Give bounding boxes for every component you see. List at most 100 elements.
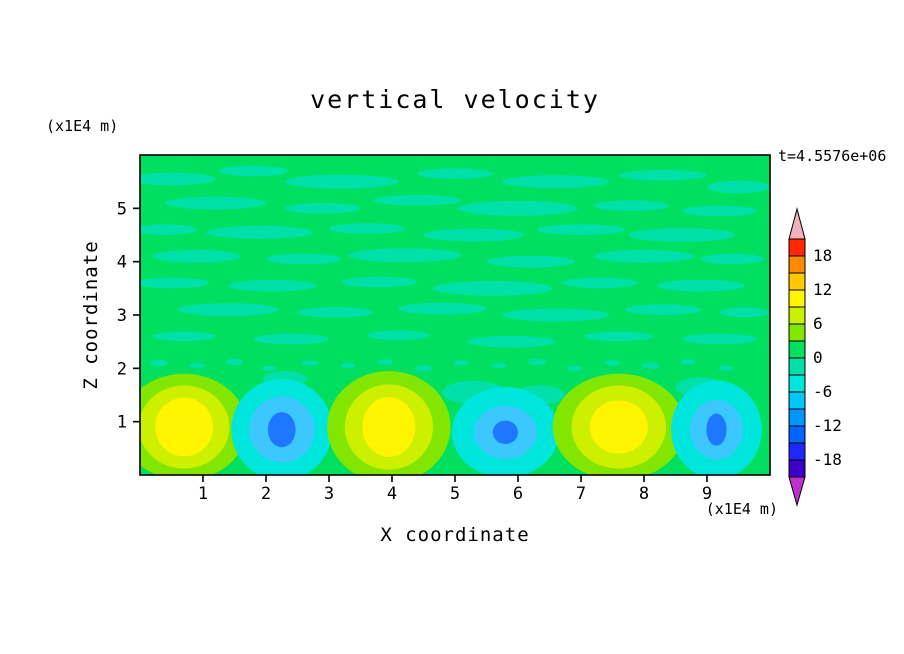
x-tick-label: 7 <box>576 484 586 504</box>
noise-blob <box>625 304 701 315</box>
noise-blob <box>165 196 266 210</box>
noise-blob <box>467 335 556 348</box>
noise-blob <box>297 307 374 318</box>
y-tick-label: 2 <box>117 359 127 379</box>
x-tick-label: 1 <box>198 484 208 504</box>
noise-blob <box>228 279 317 292</box>
colorbar-label: 0 <box>813 348 823 367</box>
noise-blob <box>628 228 736 242</box>
x-tick-label: 6 <box>513 484 523 504</box>
noise-blob <box>536 224 626 236</box>
noise-blob <box>528 358 546 366</box>
colorbar-segment <box>788 425 806 444</box>
colorbar-segment <box>788 289 806 308</box>
noise-blob <box>414 365 433 372</box>
contour-field <box>140 155 770 475</box>
noise-blob <box>641 362 660 369</box>
colorbar: 18 12 6 0 -6 -12 -18 <box>788 207 842 507</box>
colorbar-arrow-bottom <box>788 476 806 507</box>
noise-blob <box>593 200 670 212</box>
noise-blob <box>301 360 319 366</box>
noise-blob <box>140 277 210 289</box>
noise-blob <box>366 330 430 341</box>
noise-blob <box>329 223 405 234</box>
updraft-3-ring <box>589 400 648 454</box>
x-tick-label: 8 <box>639 484 649 504</box>
y-axis-unit: (x1E4 m) <box>46 117 118 135</box>
x-tick-label: 4 <box>387 484 397 504</box>
downdraft-2-ring <box>492 420 518 445</box>
colorbar-segment <box>788 408 806 427</box>
noise-blob <box>453 360 469 366</box>
noise-blob <box>604 360 621 366</box>
downdraft-3-ring <box>706 413 727 446</box>
noise-blob <box>225 358 244 366</box>
noise-blob <box>718 365 734 372</box>
updraft-2-ring <box>362 397 416 457</box>
noise-blob <box>423 228 525 242</box>
noise-blob <box>284 174 399 189</box>
colorbar-arrow-top <box>788 207 806 240</box>
updraft-1-ring <box>155 397 214 457</box>
colorbar-segment <box>788 391 806 410</box>
noise-blob <box>398 302 487 315</box>
colorbar-label: 12 <box>813 280 832 299</box>
noise-blob <box>681 333 758 345</box>
noise-blob <box>681 205 758 217</box>
colorbar-label: 6 <box>813 314 823 333</box>
noise-blob <box>567 365 583 372</box>
x-axis-label: X coordinate <box>380 524 529 546</box>
colorbar-segment <box>788 340 806 359</box>
noise-blob <box>502 175 610 189</box>
noise-blob <box>417 168 493 180</box>
noise-blob <box>206 225 314 239</box>
y-tick-label: 4 <box>117 253 127 273</box>
noise-blob <box>432 280 553 296</box>
noise-blob <box>584 331 654 342</box>
noise-blob <box>189 363 205 369</box>
colorbar-segment <box>788 459 806 478</box>
noise-blob <box>458 200 578 216</box>
colorbar-label: -12 <box>813 416 842 435</box>
noise-blob <box>340 363 356 369</box>
colorbar-label: -18 <box>813 450 842 469</box>
noise-blob <box>502 308 610 322</box>
colorbar-segment <box>788 272 806 291</box>
noise-blob <box>140 224 197 235</box>
colorbar-segment <box>788 255 806 274</box>
noise-blob <box>593 249 695 263</box>
colorbar-segment <box>788 306 806 325</box>
x-tick-label: 5 <box>450 484 460 504</box>
noise-blob <box>656 279 745 292</box>
y-tick-label: 1 <box>117 413 127 433</box>
x-tick-label: 2 <box>261 484 271 504</box>
noise-blob <box>140 172 216 186</box>
downdraft-1-ring <box>267 412 296 448</box>
noise-blob <box>491 363 507 369</box>
plot-title: vertical velocity <box>310 85 600 114</box>
x-axis-ticks: 1 2 3 4 5 6 7 8 9 <box>198 475 712 504</box>
noise-blob <box>284 203 361 214</box>
noise-blob <box>373 195 462 206</box>
colorbar-segment <box>788 238 806 257</box>
noise-blob <box>486 255 575 268</box>
x-tick-label: 3 <box>324 484 334 504</box>
colorbar-segment <box>788 323 806 342</box>
noise-blob <box>719 307 770 318</box>
noise-blob <box>253 333 329 345</box>
noise-blob <box>562 277 638 289</box>
noise-blob <box>341 276 418 288</box>
noise-blob <box>266 253 342 265</box>
y-axis-label: Z coordinate <box>80 240 102 389</box>
colorbar-segment <box>788 357 806 376</box>
x-tick-label: 9 <box>702 484 712 504</box>
noise-blob <box>707 180 770 194</box>
x-axis-unit: (x1E4 m) <box>706 500 778 518</box>
colorbar-label: -6 <box>813 382 832 401</box>
colorbar-label: 18 <box>813 246 832 265</box>
time-annotation: t=4.5576e+06 <box>778 147 886 165</box>
y-tick-label: 3 <box>117 306 127 326</box>
noise-blob <box>152 331 216 342</box>
y-axis-ticks: 1 2 3 4 5 <box>117 199 140 433</box>
